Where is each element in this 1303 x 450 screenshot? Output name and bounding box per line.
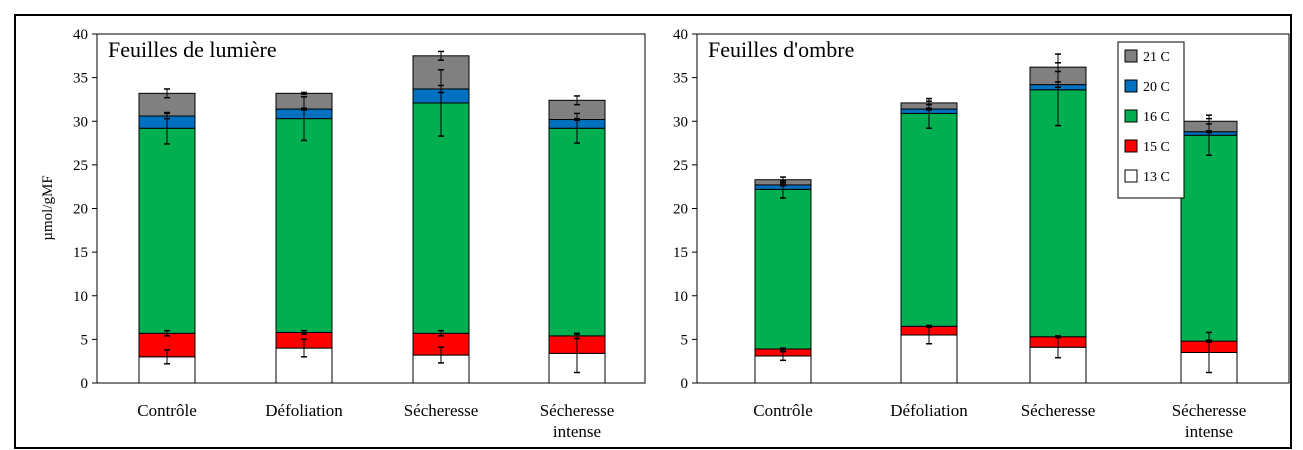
- error-bar: [1206, 339, 1212, 343]
- y-tick-label: 15: [73, 245, 88, 261]
- error-bar: [301, 96, 307, 142]
- panel-title-lumiere: Feuilles de lumière: [108, 37, 277, 62]
- x-category-label: Contrôle: [753, 401, 813, 420]
- error-bar: [438, 84, 444, 94]
- y-tick-label: 0: [81, 376, 89, 392]
- bar-stack: [412, 50, 470, 384]
- x-category-label: Sécheresse: [1021, 401, 1096, 420]
- x-category-label: Contrôle: [137, 401, 197, 420]
- legend-swatch: [1124, 49, 1138, 63]
- error-bar: [1055, 62, 1061, 73]
- panel-lumiere: Feuilles de lumière µmol/gMF 0 5 10 15 20 25 3…: [40, 27, 646, 441]
- legend-swatch: [1124, 169, 1138, 183]
- x-category-label: Défoliation: [265, 401, 343, 420]
- legend-label: 20 C: [1143, 80, 1170, 95]
- bar-stack: [1180, 114, 1238, 384]
- error-bar: [438, 346, 444, 364]
- y-tick-label: 20: [73, 202, 88, 218]
- error-bar: [164, 88, 170, 99]
- error-bar: [301, 329, 307, 335]
- x-category-label: intense: [553, 422, 601, 441]
- x-category-label: Sécheresse: [540, 401, 615, 420]
- y-tick-label: 10: [673, 289, 688, 305]
- y-tick-label: 35: [73, 71, 88, 87]
- error-bar: [1206, 130, 1212, 134]
- x-category-label: Défoliation: [890, 401, 968, 420]
- bar-stack: [754, 176, 812, 384]
- error-bar: [301, 91, 307, 95]
- legend-label: 15 C: [1143, 140, 1170, 155]
- bar-stack: [275, 91, 333, 384]
- legend-label: 21 C: [1143, 50, 1170, 65]
- bar-segment: [1180, 134, 1238, 342]
- legend-swatch: [1124, 79, 1138, 93]
- y-tick-label: 30: [673, 114, 688, 130]
- error-bar: [438, 50, 444, 61]
- panel-title-ombre: Feuilles d'ombre: [708, 37, 854, 62]
- y-tick-label: 35: [673, 71, 688, 87]
- legend: 21 C 20 C 16 C 15 C 13 C: [1117, 41, 1185, 199]
- error-bar: [164, 349, 170, 365]
- y-axis-label: µmol/gMF: [40, 175, 56, 240]
- y-tick-label: 40: [73, 27, 88, 43]
- error-bar: [164, 329, 170, 337]
- bar-segment: [275, 118, 333, 333]
- bar-stack: [1029, 53, 1087, 384]
- error-bar: [926, 107, 932, 111]
- y-tick-label: 20: [673, 202, 688, 218]
- y-tick-label: 40: [673, 27, 688, 43]
- x-category-label: Sécheresse: [1172, 401, 1247, 420]
- error-bar: [438, 69, 444, 137]
- figure-border: [14, 14, 1292, 449]
- error-bar: [164, 112, 170, 120]
- error-bar: [574, 117, 580, 122]
- y-tick-label: 30: [73, 114, 88, 130]
- y-tick-label: 5: [81, 332, 89, 348]
- bar-segment: [548, 127, 606, 337]
- error-bar: [301, 107, 307, 111]
- bar-stack: [900, 97, 958, 384]
- error-bar: [301, 338, 307, 358]
- y-tick-label: 25: [73, 158, 88, 174]
- error-bar: [1206, 117, 1212, 125]
- bar-segment: [1029, 89, 1087, 338]
- legend-label: 16 C: [1143, 110, 1170, 125]
- error-bar: [1055, 335, 1061, 339]
- x-category-label: Sécheresse: [404, 401, 479, 420]
- error-bar: [780, 176, 786, 184]
- y-tick-label: 10: [73, 289, 88, 305]
- bar-segment: [900, 112, 958, 327]
- error-bar: [780, 183, 786, 187]
- error-bar: [780, 350, 786, 362]
- bar-segment: [412, 102, 470, 334]
- error-bar: [574, 332, 580, 340]
- y-tick-label: 5: [681, 332, 689, 348]
- error-bar: [1055, 81, 1061, 88]
- legend-swatch: [1124, 139, 1138, 153]
- legend-label: 13 C: [1143, 170, 1170, 185]
- error-bar: [926, 324, 932, 328]
- bar-stack: [138, 88, 196, 384]
- y-tick-label: 15: [673, 245, 688, 261]
- error-bar: [438, 329, 444, 337]
- error-bar: [780, 347, 786, 351]
- x-category-label: intense: [1185, 422, 1233, 441]
- y-tick-label: 25: [673, 158, 688, 174]
- bar-segment: [138, 127, 196, 334]
- bar-segment: [754, 188, 812, 350]
- error-bar: [1206, 331, 1212, 374]
- legend-swatch: [1124, 109, 1138, 123]
- panel-ombre: Feuilles d'ombre 0 5 10 15 20 25 30 35 40 Contrôl…: [673, 27, 1290, 441]
- error-bar: [574, 95, 580, 106]
- y-tick-label: 0: [681, 376, 689, 392]
- error-bar: [926, 100, 932, 106]
- bar-stack: [548, 95, 606, 384]
